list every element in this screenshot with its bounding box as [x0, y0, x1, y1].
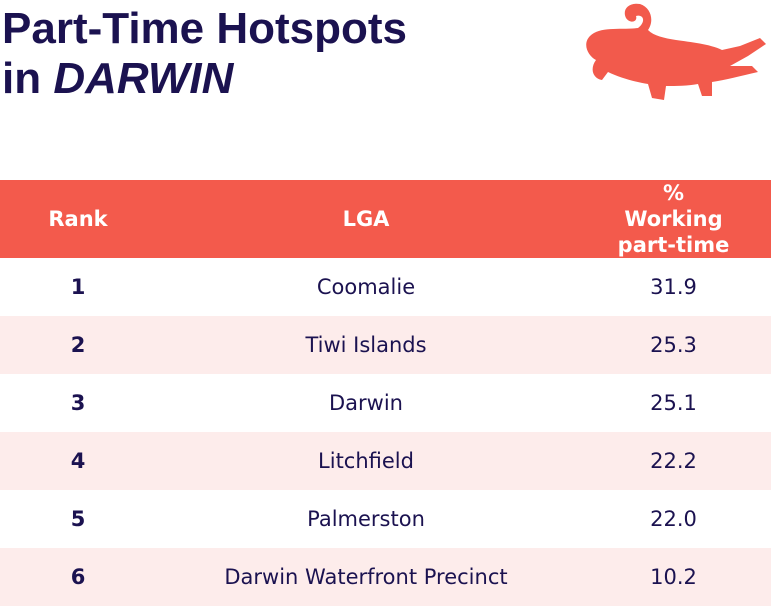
- table-cell: Tiwi Islands: [305, 333, 427, 357]
- table-cell: 25.3: [650, 333, 697, 357]
- table-cell: 3: [70, 391, 86, 415]
- table-row: 4 Litchfield 22.2: [0, 432, 771, 490]
- table-row: 6 Darwin Waterfront Precinct 10.2: [0, 548, 771, 606]
- table: Rank LGA % Working part-time 1 Coomalie 31.9 2…: [0, 180, 771, 606]
- table-cell: 25.1: [650, 391, 697, 415]
- table-cell: Litchfield: [318, 449, 414, 473]
- table-cell: 1: [70, 275, 86, 299]
- table-cell: 4: [70, 449, 86, 473]
- table-cell: 22.2: [650, 449, 697, 473]
- column-header: Rank: [48, 207, 108, 231]
- table-row: 2 Tiwi Islands 25.3: [0, 316, 771, 374]
- table-cell: Palmerston: [307, 507, 425, 531]
- table-cell: 10.2: [650, 565, 697, 589]
- table-cell: 2: [70, 333, 86, 357]
- table-cell: 22.0: [650, 507, 697, 531]
- column-header: % Working part-time: [617, 181, 730, 257]
- crocodile-icon: [586, 3, 766, 101]
- header-row: Rank LGA % Working part-time: [0, 180, 771, 258]
- table-cell: Darwin Waterfront Precinct: [224, 565, 508, 589]
- title-emphasis: DARWIN: [53, 54, 234, 103]
- title-prefix: in: [2, 54, 42, 103]
- table-cell: 5: [70, 507, 86, 531]
- table-cell: 31.9: [650, 275, 697, 299]
- table-row: 3 Darwin 25.1: [0, 374, 771, 432]
- title-line: Part-Time Hotspots: [2, 4, 408, 53]
- table-row: 1 Coomalie 31.9: [0, 258, 771, 316]
- title: Part-Time Hotspots in DARWIN: [2, 4, 407, 104]
- table-cell: 6: [70, 565, 86, 589]
- table-cell: Darwin: [329, 391, 403, 415]
- table-row: 5 Palmerston 22.0: [0, 490, 771, 548]
- column-header: LGA: [342, 207, 390, 231]
- table-cell: Coomalie: [316, 275, 416, 299]
- title-line: in DARWIN: [2, 54, 407, 104]
